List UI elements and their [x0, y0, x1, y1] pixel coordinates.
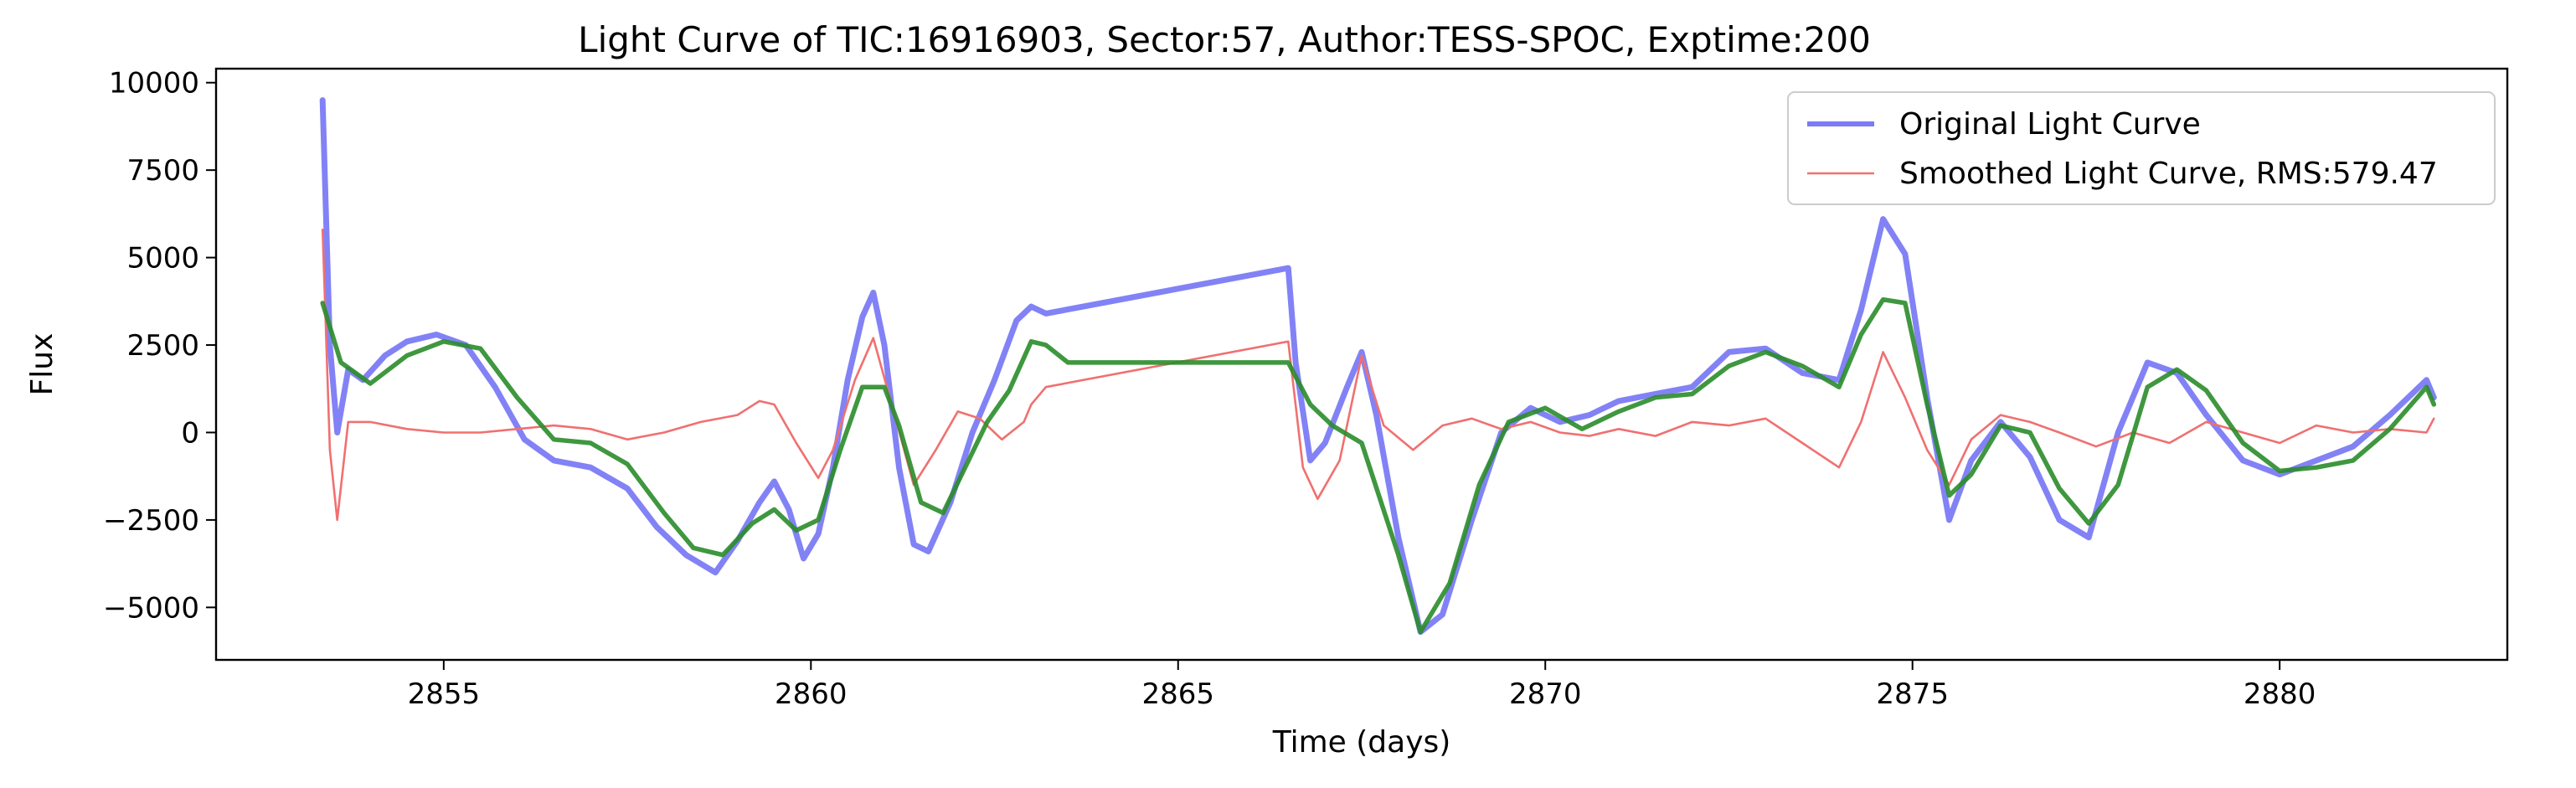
y-tick-label: 2500	[126, 329, 199, 363]
y-tick-label: −5000	[103, 591, 199, 625]
legend-label-original: Original Light Curve	[1899, 107, 2201, 142]
x-axis: 2855 2860 2865 2870 2875 2880	[408, 660, 2316, 711]
y-axis: −5000 −2500 0 2500 5000 7500 10000	[103, 67, 216, 625]
y-tick-label: −2500	[103, 504, 199, 538]
legend: Original Light Curve Smoothed Light Curv…	[1787, 91, 2496, 205]
series-fit-line	[320, 296, 2437, 635]
chart-title: Light Curve of TIC:16916903, Sector:57, …	[578, 19, 1871, 60]
x-tick-label: 2865	[1142, 677, 1215, 711]
x-tick-label: 2880	[2244, 677, 2316, 711]
legend-box	[1787, 91, 2496, 205]
x-tick-label: 2875	[1876, 677, 1949, 711]
series-smoothed-line	[321, 228, 2435, 522]
y-axis-label: Flux	[25, 333, 59, 396]
x-tick-label: 2855	[408, 677, 481, 711]
x-axis-label: Time (days)	[1272, 725, 1451, 760]
y-tick-label: 10000	[109, 67, 199, 100]
y-tick-label: 7500	[126, 154, 199, 188]
plot-area-frame	[214, 67, 2509, 662]
x-tick-label: 2870	[1509, 677, 1582, 711]
x-tick-label: 2860	[775, 677, 848, 711]
series-original-line	[319, 97, 2437, 636]
legend-label-smoothed: Smoothed Light Curve, RMS:579.47	[1899, 157, 2438, 191]
y-tick-label: 0	[181, 416, 199, 450]
y-tick-label: 5000	[126, 242, 199, 276]
series-layer	[319, 97, 2437, 636]
